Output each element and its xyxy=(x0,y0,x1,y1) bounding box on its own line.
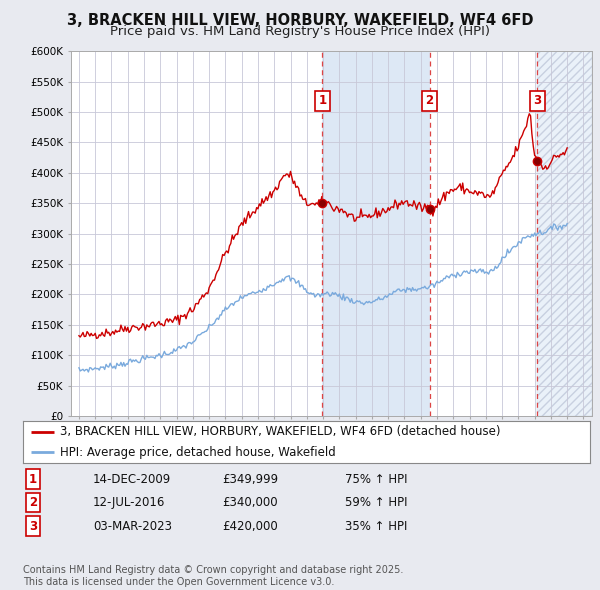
Text: Contains HM Land Registry data © Crown copyright and database right 2025.
This d: Contains HM Land Registry data © Crown c… xyxy=(23,565,403,587)
Text: 3, BRACKEN HILL VIEW, HORBURY, WAKEFIELD, WF4 6FD: 3, BRACKEN HILL VIEW, HORBURY, WAKEFIELD… xyxy=(67,13,533,28)
Text: 1: 1 xyxy=(319,94,326,107)
Text: Price paid vs. HM Land Registry's House Price Index (HPI): Price paid vs. HM Land Registry's House … xyxy=(110,25,490,38)
Text: 2: 2 xyxy=(29,496,37,509)
Text: £420,000: £420,000 xyxy=(222,520,278,533)
Bar xyxy=(322,51,430,416)
Text: 14-DEC-2009: 14-DEC-2009 xyxy=(93,473,171,486)
Text: 75% ↑ HPI: 75% ↑ HPI xyxy=(345,473,407,486)
Text: £340,000: £340,000 xyxy=(222,496,278,509)
Text: £349,999: £349,999 xyxy=(222,473,278,486)
Text: 2: 2 xyxy=(425,94,434,107)
Bar xyxy=(538,51,592,416)
Bar xyxy=(538,51,592,416)
Text: HPI: Average price, detached house, Wakefield: HPI: Average price, detached house, Wake… xyxy=(59,445,335,458)
Text: 3: 3 xyxy=(29,520,37,533)
Text: 03-MAR-2023: 03-MAR-2023 xyxy=(93,520,172,533)
Text: 59% ↑ HPI: 59% ↑ HPI xyxy=(345,496,407,509)
Text: 1: 1 xyxy=(29,473,37,486)
Text: 35% ↑ HPI: 35% ↑ HPI xyxy=(345,520,407,533)
Text: 3: 3 xyxy=(533,94,541,107)
Text: 3, BRACKEN HILL VIEW, HORBURY, WAKEFIELD, WF4 6FD (detached house): 3, BRACKEN HILL VIEW, HORBURY, WAKEFIELD… xyxy=(59,425,500,438)
Text: 12-JUL-2016: 12-JUL-2016 xyxy=(93,496,166,509)
